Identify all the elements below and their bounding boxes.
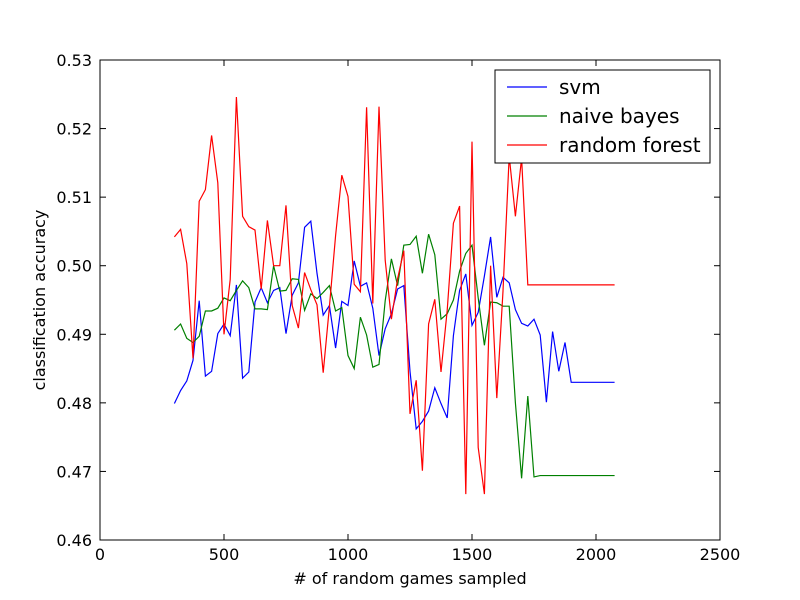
y-tick-label: 0.49 [56, 325, 92, 344]
x-tick-label: 0 [95, 545, 105, 564]
legend: svm naive bayes random forest [494, 69, 711, 164]
series-line-random-forest [173, 96, 615, 495]
y-tick-label: 0.52 [56, 120, 92, 139]
y-axis-label: classification accuracy [30, 210, 49, 391]
plot-frame [99, 59, 721, 541]
x-tick-label: 2000 [576, 545, 617, 564]
series-layer [173, 96, 615, 495]
y-tick-label: 0.53 [56, 51, 92, 70]
y-tick-label: 0.50 [56, 257, 92, 276]
y-axis: 0.46 0.47 0.48 0.49 0.50 0.51 0.52 0.53 [56, 51, 720, 550]
x-tick-label: 1500 [452, 545, 493, 564]
series-line-svm [173, 219, 615, 431]
legend-label: naive bayes [559, 104, 680, 128]
y-tick-label: 0.48 [56, 394, 92, 413]
x-axis-label: # of random games sampled [293, 569, 526, 588]
legend-label: svm [559, 75, 601, 99]
y-tick-label: 0.51 [56, 188, 92, 207]
legend-label: random forest [559, 133, 701, 157]
y-tick-label: 0.47 [56, 462, 92, 481]
series-line-naive-bayes [173, 233, 615, 479]
x-axis: 0 500 1000 1500 2000 2500 [95, 60, 740, 564]
y-tick-label: 0.46 [56, 531, 92, 550]
x-tick-label: 500 [209, 545, 240, 564]
x-tick-label: 1000 [328, 545, 369, 564]
x-tick-label: 2500 [700, 545, 741, 564]
